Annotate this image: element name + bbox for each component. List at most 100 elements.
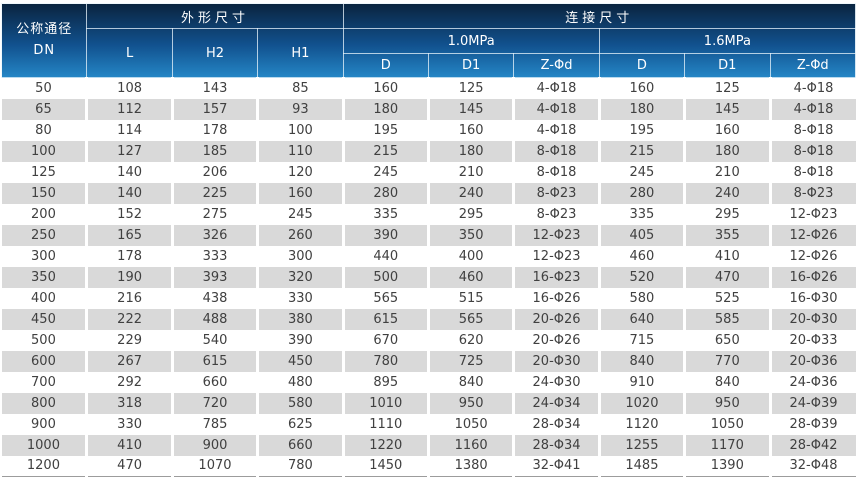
table-cell: 150	[1, 182, 89, 204]
table-cell: 800	[1, 392, 89, 414]
table-cell: 410	[85, 434, 174, 456]
table-cell: 470	[85, 455, 174, 477]
table-cell: 206	[170, 161, 260, 183]
table-cell: 222	[85, 308, 174, 330]
table-cell: 140	[85, 161, 174, 183]
table-cell: 28-Φ39	[768, 413, 856, 435]
table-cell: 215	[341, 140, 430, 162]
table-cell: 620	[426, 329, 516, 351]
table-cell: 143	[170, 77, 260, 99]
table-row: 1000 410 900 660 1220 1160 28-Φ34 1255 1170 28-Φ4…	[1, 434, 856, 456]
table-cell: 660	[170, 371, 260, 393]
table-cell: 185	[170, 140, 260, 162]
table-cell: 585	[683, 308, 772, 330]
table-cell: 4-Φ18	[768, 98, 856, 120]
table-cell: 200	[1, 203, 89, 225]
table-cell: 16-Φ26	[512, 287, 601, 309]
table-cell: 8-Φ18	[512, 161, 601, 183]
table-cell: 16-Φ23	[512, 266, 601, 288]
table-row: 200 152 275 245 335 295 8-Φ23 335 295 12-Φ23	[1, 203, 856, 225]
table-row: 350 190 393 320 500 460 16-Φ23 520 470 16-Φ26	[1, 266, 856, 288]
table-cell: 152	[85, 203, 174, 225]
table-cell: 195	[597, 119, 687, 141]
table-cell: 195	[341, 119, 430, 141]
table-cell: 120	[256, 161, 345, 183]
table-cell: 1020	[597, 392, 687, 414]
table-cell: 190	[85, 266, 174, 288]
table-cell: 20-Φ30	[768, 308, 856, 330]
table-cell: 300	[1, 245, 89, 267]
table-cell: 318	[85, 392, 174, 414]
table-cell: 178	[85, 245, 174, 267]
table-cell: 110	[256, 140, 345, 162]
table-cell: 245	[341, 161, 430, 183]
table-cell: 20-Φ30	[512, 350, 601, 372]
table-cell: 8-Φ18	[768, 161, 856, 183]
header-col-d-1-0: D	[342, 53, 429, 78]
table-cell: 335	[597, 203, 687, 225]
table-cell: 1255	[597, 434, 687, 456]
table-cell: 12-Φ26	[768, 245, 856, 267]
table-cell: 565	[426, 308, 516, 330]
table-cell: 1390	[683, 455, 772, 477]
table-row: 1200 470 1070 780 1450 1380 32-Φ41 1485 1390 32-Φ…	[1, 455, 856, 477]
table-header: 公称通径 DN 外形尺寸 连接尺寸 L H2 H1 1.0MPa 1.6MPa …	[0, 3, 857, 78]
table-cell: 1170	[683, 434, 772, 456]
table-cell: 240	[683, 182, 772, 204]
table-cell: 295	[426, 203, 516, 225]
header-outline-dimensions-group: 外形尺寸	[86, 3, 344, 29]
table-cell: 450	[256, 350, 345, 372]
table-cell: 900	[170, 434, 260, 456]
table-cell: 160	[256, 182, 345, 204]
table-cell: 330	[85, 413, 174, 435]
table-cell: 178	[170, 119, 260, 141]
table-cell: 210	[426, 161, 516, 183]
table-row: 400 216 438 330 565 515 16-Φ26 580 525 16-Φ30	[1, 287, 856, 309]
table-cell: 180	[426, 140, 516, 162]
table-cell: 390	[341, 224, 430, 246]
table-cell: 125	[426, 77, 516, 99]
table-cell: 20-Φ26	[512, 329, 601, 351]
header-row-pressures: L H2 H1 1.0MPa 1.6MPa	[2, 28, 857, 78]
table-cell: 292	[85, 371, 174, 393]
header-nominal-diameter: 公称通径 DN	[0, 3, 88, 78]
table-cell: 127	[85, 140, 174, 162]
table-cell: 145	[426, 98, 516, 120]
table-cell: 240	[426, 182, 516, 204]
table-cell: 12-Φ23	[768, 203, 856, 225]
table-cell: 950	[683, 392, 772, 414]
table-cell: 715	[597, 329, 687, 351]
header-col-d-1-6: D	[598, 53, 686, 78]
table-cell: 216	[85, 287, 174, 309]
table-cell: 565	[341, 287, 430, 309]
header-pressure-1-6mpa: 1.6MPa	[598, 28, 857, 54]
table-cell: 12-Φ23	[512, 224, 601, 246]
table-cell: 520	[597, 266, 687, 288]
table-cell: 140	[85, 182, 174, 204]
table-cell: 180	[341, 98, 430, 120]
table-cell: 400	[426, 245, 516, 267]
table-cell: 1010	[341, 392, 430, 414]
table-cell: 24-Φ30	[512, 371, 601, 393]
table-cell: 393	[170, 266, 260, 288]
table-cell: 250	[1, 224, 89, 246]
table-cell: 326	[170, 224, 260, 246]
table-cell: 390	[256, 329, 345, 351]
header-nominal-diameter-label: 公称通径	[16, 22, 73, 38]
table-cell: 114	[85, 119, 174, 141]
table-cell: 295	[683, 203, 772, 225]
table-cell: 16-Φ26	[768, 266, 856, 288]
table-row: 150 140 225 160 280 240 8-Φ23 280 240 8-Φ23	[1, 182, 856, 204]
table-cell: 8-Φ23	[512, 203, 601, 225]
table-cell: 225	[170, 182, 260, 204]
table-cell: 480	[256, 371, 345, 393]
table-cell: 50	[1, 77, 89, 99]
table-cell: 785	[170, 413, 260, 435]
table-row: 65 112 157 93 180 145 4-Φ18 180 145 4-Φ18	[1, 98, 856, 120]
table-cell: 840	[426, 371, 516, 393]
table-cell: 300	[256, 245, 345, 267]
table-cell: 1050	[426, 413, 516, 435]
table-cell: 405	[597, 224, 687, 246]
table-cell: 4-Φ18	[512, 119, 601, 141]
table-cell: 12-Φ26	[768, 224, 856, 246]
